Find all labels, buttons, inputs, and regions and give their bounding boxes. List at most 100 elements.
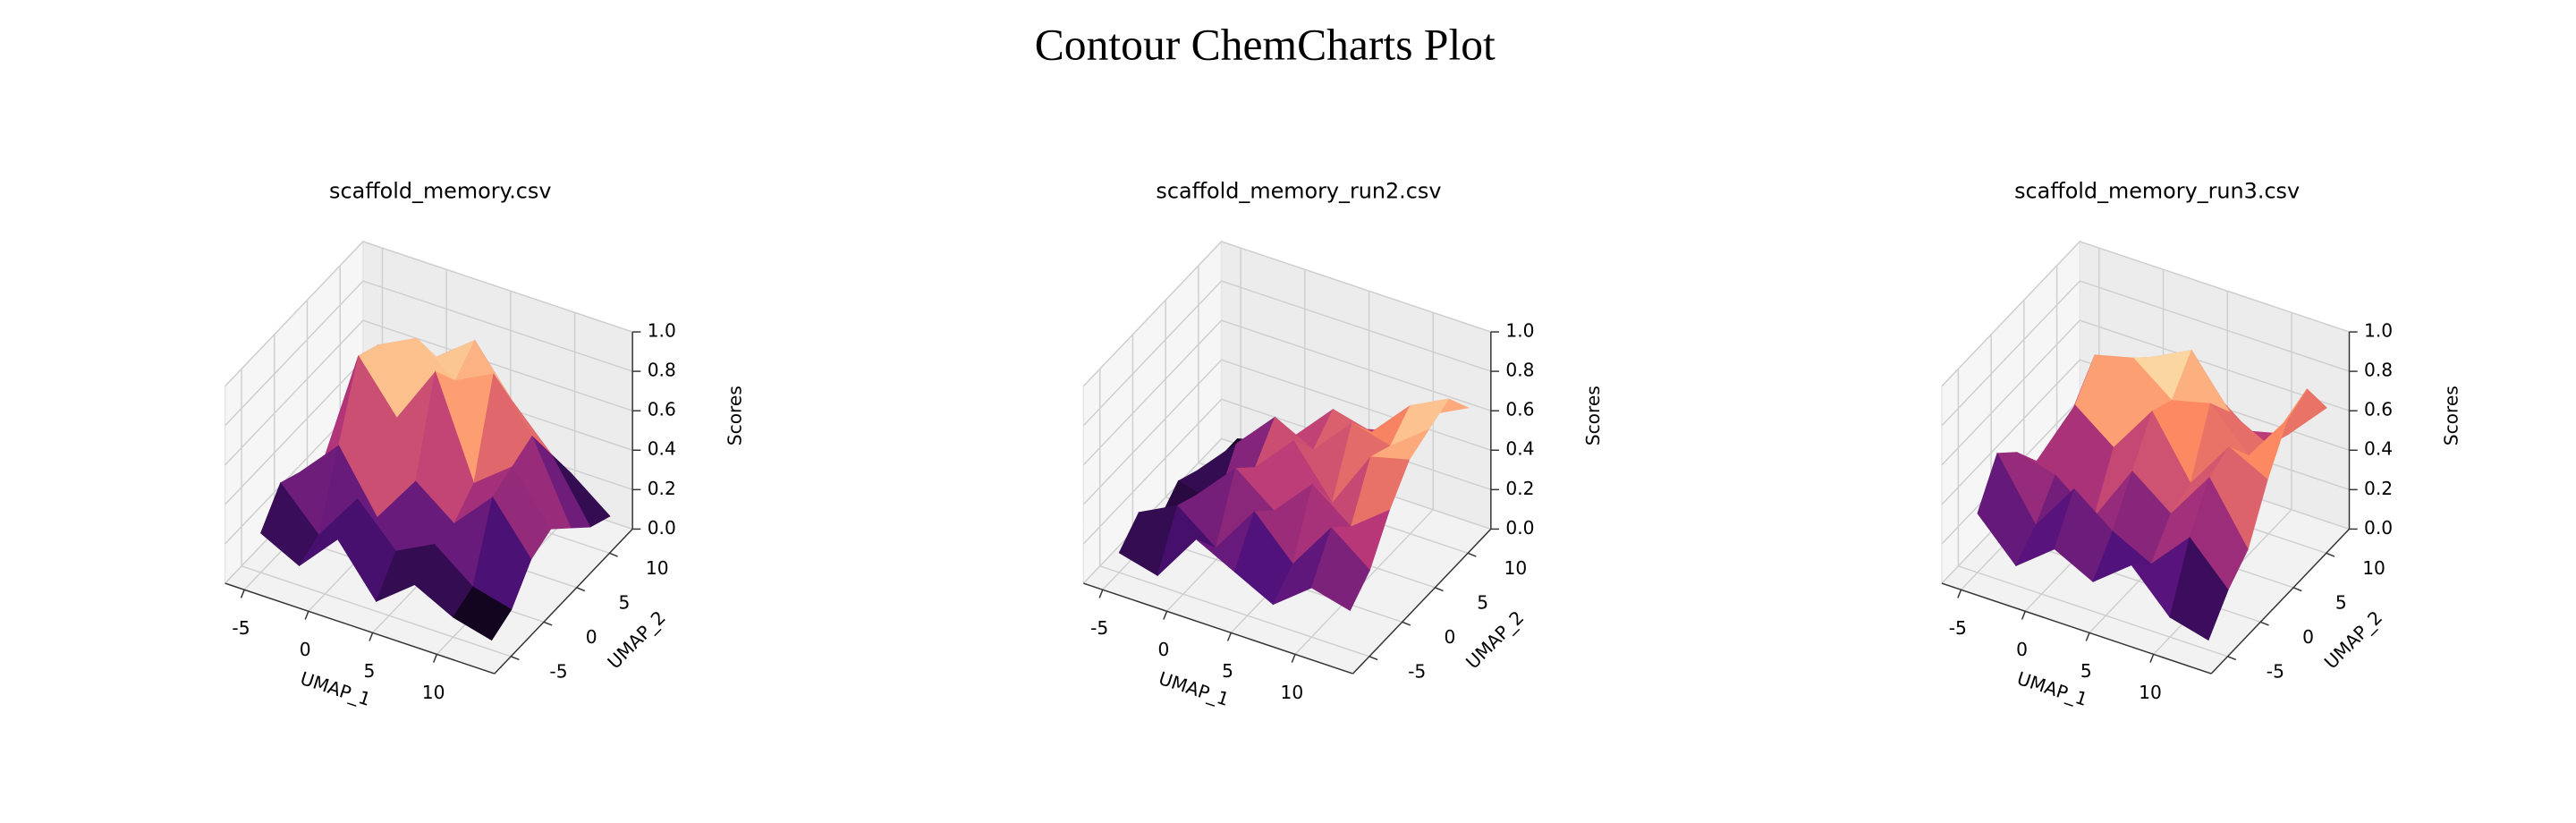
z-tick-label: 0.8 xyxy=(648,360,676,381)
x-tick-label: 0 xyxy=(300,639,311,660)
z-tick-label: 0.2 xyxy=(2364,478,2393,499)
subplot-title: scaffold_memory.csv xyxy=(329,178,551,203)
subplot-title: scaffold_memory_run3.csv xyxy=(2014,178,2300,203)
y-tick-label: 5 xyxy=(1477,592,1488,614)
y-tick xyxy=(576,587,586,592)
y-tick xyxy=(2227,656,2237,661)
y-tick-label: 5 xyxy=(2335,592,2347,614)
y-tick xyxy=(543,621,553,626)
x-axis-line xyxy=(225,582,496,675)
subplot: scaffold_memory_run3.csv-50510-505100.00… xyxy=(1940,178,2462,710)
x-tick-label: -5 xyxy=(1090,617,1108,639)
y-tick xyxy=(2326,552,2335,557)
x-tick-label: 0 xyxy=(1157,639,1169,660)
z-tick-label: 0.0 xyxy=(1505,517,1534,539)
surface-patch xyxy=(1310,527,1370,612)
z-tick-label: 0.6 xyxy=(648,399,676,420)
z-tick-label: 1.0 xyxy=(1505,320,1534,342)
y-tick xyxy=(1402,621,1411,626)
x-tick xyxy=(2085,632,2090,641)
subplot-title: scaffold_memory_run2.csv xyxy=(1156,178,1441,203)
z-tick-label: 0.6 xyxy=(1505,399,1534,420)
y-tick-label: -5 xyxy=(2267,661,2284,683)
x-tick xyxy=(1291,654,1296,663)
z-tick-label: 0.2 xyxy=(1505,478,1534,499)
z-tick-label: 0.4 xyxy=(1505,438,1534,460)
y-tick-label: 0 xyxy=(2302,626,2314,648)
y-tick-label: 0 xyxy=(1444,626,1455,648)
x-tick-label: 10 xyxy=(2139,682,2162,703)
z-axis-label: Scores xyxy=(1582,386,1604,445)
grid-line xyxy=(225,241,633,387)
surface-patch xyxy=(453,586,513,641)
y-tick-label: 10 xyxy=(646,557,669,579)
z-tick-label: 0.2 xyxy=(648,478,676,499)
y-tick-label: -5 xyxy=(549,661,567,683)
y-tick-label: 10 xyxy=(1504,557,1528,579)
y-tick-label: 5 xyxy=(619,592,631,614)
z-tick-label: 0.6 xyxy=(2364,399,2393,420)
y-axis-line xyxy=(2210,528,2351,675)
z-tick-label: 0.4 xyxy=(648,438,676,460)
x-tick xyxy=(1163,611,1168,620)
x-tick-label: 5 xyxy=(1222,660,1233,682)
x-tick xyxy=(432,654,438,663)
y-tick-label: 0 xyxy=(586,626,597,648)
x-tick-label: 10 xyxy=(1280,682,1303,703)
z-tick-label: 0.0 xyxy=(648,517,676,539)
x-tick xyxy=(304,611,309,620)
grid-line xyxy=(1941,319,2350,466)
x-tick-label: 0 xyxy=(2016,639,2028,660)
x-axis-line xyxy=(1941,582,2212,675)
x-tick-label: 5 xyxy=(2080,660,2092,682)
x-tick-label: -5 xyxy=(1949,617,1967,639)
z-tick-label: 0.0 xyxy=(2364,517,2393,539)
x-tick xyxy=(1226,632,1232,641)
subplot: scaffold_memory.csv-50510-505100.00.20.4… xyxy=(224,178,745,710)
y-tick xyxy=(510,656,520,661)
y-tick xyxy=(2260,621,2269,626)
x-tick xyxy=(2149,654,2155,663)
grid-line xyxy=(1082,241,1492,387)
subplot: scaffold_memory_run2.csv-50510-505100.00… xyxy=(1082,178,1604,710)
figure-title: Contour ChemCharts Plot xyxy=(1035,20,1496,69)
x-tick-label: 10 xyxy=(422,682,445,703)
x-axis-label: UMAP_1 xyxy=(2014,667,2090,710)
x-tick-label: -5 xyxy=(232,617,250,639)
x-axis-line xyxy=(1083,582,1353,675)
y-tick xyxy=(609,552,618,557)
surface-patch xyxy=(2169,537,2229,641)
y-axis-label: UMAP_2 xyxy=(603,607,669,673)
x-tick xyxy=(1957,589,1962,598)
z-tick-label: 1.0 xyxy=(2364,320,2393,342)
grid-line xyxy=(1082,319,1492,466)
y-tick xyxy=(2292,587,2302,592)
y-tick-label: -5 xyxy=(1408,661,1426,683)
grid-line xyxy=(1941,280,2350,427)
x-tick xyxy=(369,632,374,641)
x-tick xyxy=(240,589,245,598)
grid-line xyxy=(225,280,633,427)
grid-line xyxy=(1941,241,2350,387)
z-axis-label: Scores xyxy=(724,386,745,445)
y-axis-line xyxy=(1352,528,1492,675)
x-tick-label: 5 xyxy=(364,660,376,682)
z-axis-label: Scores xyxy=(2441,386,2462,445)
y-axis-label: UMAP_2 xyxy=(2320,607,2386,673)
grid-line xyxy=(1941,359,2350,505)
y-axis-line xyxy=(494,528,633,675)
y-axis-label: UMAP_2 xyxy=(1462,607,1528,673)
z-tick-label: 0.4 xyxy=(2364,438,2393,460)
z-tick-label: 0.8 xyxy=(1505,360,1534,381)
y-tick xyxy=(1467,552,1477,557)
x-tick xyxy=(1098,589,1104,598)
x-axis-label: UMAP_1 xyxy=(298,667,374,710)
grid-line xyxy=(225,319,633,466)
x-axis-label: UMAP_1 xyxy=(1157,667,1233,710)
y-tick xyxy=(1368,656,1378,661)
y-tick-label: 10 xyxy=(2362,557,2385,579)
z-tick-label: 0.8 xyxy=(2364,360,2393,381)
grid-line xyxy=(1082,280,1492,427)
y-tick xyxy=(1435,587,1444,592)
